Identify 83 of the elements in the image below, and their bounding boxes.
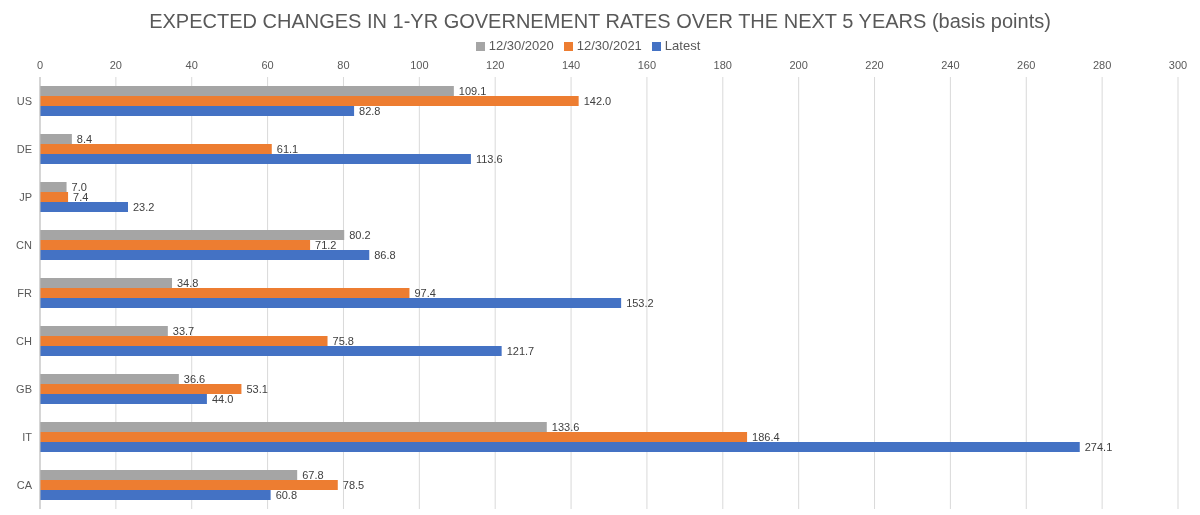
- bar: [40, 134, 72, 144]
- data-label: 80.2: [349, 228, 371, 241]
- legend-label: Latest: [664, 38, 701, 53]
- y-tick-label: US: [16, 94, 32, 107]
- x-tick-label: 60: [261, 59, 274, 71]
- x-tick-label: 100: [410, 59, 429, 71]
- x-tick-label: 140: [561, 59, 581, 71]
- data-label: 60.8: [275, 488, 298, 501]
- x-tick-label: 20: [109, 59, 122, 71]
- data-label: 78.5: [342, 478, 365, 491]
- bar: [40, 298, 622, 308]
- bar: [40, 250, 370, 260]
- bar: [40, 442, 1080, 452]
- data-label: 8.4: [76, 132, 93, 145]
- data-label: 186.4: [752, 430, 780, 443]
- x-tick-label: 260: [1017, 59, 1036, 71]
- data-label: 34.8: [177, 276, 199, 289]
- x-tick-label: 220: [865, 59, 884, 71]
- data-label: 7.4: [73, 190, 89, 203]
- x-tick-label: 180: [713, 59, 732, 71]
- bar: [40, 86, 454, 96]
- bar: [40, 106, 355, 116]
- data-label: 113.6: [475, 152, 503, 165]
- y-tick-label: FR: [17, 286, 33, 299]
- bar: [40, 230, 345, 240]
- y-tick-label: CN: [16, 238, 33, 251]
- data-label: 86.8: [374, 248, 396, 261]
- bar: [40, 192, 69, 202]
- data-label: 75.8: [332, 334, 354, 347]
- data-label: 274.1: [1084, 440, 1113, 453]
- legend-label: 12/30/2021: [576, 38, 642, 53]
- data-label: 33.7: [172, 324, 195, 337]
- bar: [40, 326, 168, 336]
- data-label: 23.2: [133, 200, 155, 213]
- x-tick-label: 80: [337, 59, 350, 71]
- x-tick-label: 200: [789, 59, 808, 71]
- bar: [40, 96, 579, 106]
- legend-label: 12/30/2020: [488, 38, 554, 53]
- bar: [40, 202, 129, 212]
- data-label: 71.2: [315, 238, 337, 251]
- bar: [40, 144, 272, 154]
- data-label: 67.8: [302, 468, 324, 481]
- data-label: 7.0: [71, 180, 87, 193]
- bar: [40, 480, 338, 490]
- data-label: 121.7: [506, 344, 535, 357]
- bar: [40, 384, 242, 394]
- bar: [40, 278, 173, 288]
- data-label: 36.6: [183, 372, 206, 385]
- bar: [40, 336, 328, 346]
- x-tick-label: 120: [486, 59, 505, 71]
- x-tick-label: 40: [185, 59, 198, 71]
- y-tick-label: JP: [19, 190, 32, 203]
- y-tick-label: IT: [22, 430, 33, 443]
- x-tick-label: 280: [1092, 59, 1112, 71]
- bar: [40, 182, 67, 192]
- bar: [40, 346, 502, 356]
- data-label: 53.1: [246, 382, 268, 395]
- x-tick-label: 300: [1168, 59, 1188, 71]
- y-tick-label: GB: [16, 382, 32, 395]
- x-tick-label: 0: [36, 59, 44, 71]
- x-tick-label: 240: [941, 59, 960, 71]
- bar: [40, 422, 547, 432]
- bar: [40, 490, 271, 500]
- bar: [40, 154, 471, 164]
- data-label: 61.1: [276, 142, 299, 155]
- y-tick-label: CH: [16, 334, 33, 347]
- bar: [40, 288, 410, 298]
- bar: [40, 394, 207, 404]
- bar: [40, 470, 298, 480]
- data-label: 44.0: [211, 392, 234, 405]
- chart-title: EXPECTED CHANGES IN 1-YR GOVERNEMENT RATES OVER THE NEXT 5 YEARS (basis points): [148, 9, 1052, 34]
- data-label: 133.6: [551, 420, 580, 433]
- bar: [40, 240, 311, 250]
- data-label: 97.4: [414, 286, 436, 299]
- bar: [40, 432, 748, 442]
- data-label: 153.2: [626, 296, 654, 309]
- data-label: 109.1: [458, 84, 487, 97]
- y-tick-label: CA: [16, 478, 33, 491]
- bar: [40, 374, 179, 384]
- y-tick-label: DE: [16, 142, 32, 155]
- x-tick-label: 160: [637, 59, 657, 71]
- data-label: 82.8: [359, 104, 381, 117]
- data-label: 142.0: [583, 94, 612, 107]
